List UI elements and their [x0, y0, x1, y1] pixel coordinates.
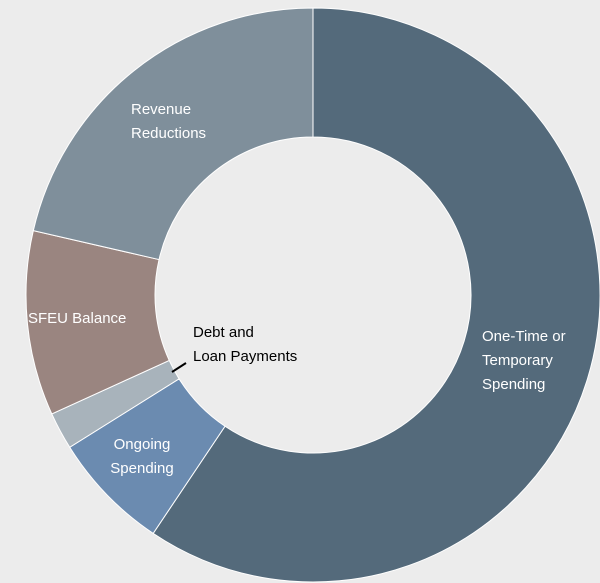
- label-line: Temporary: [482, 352, 553, 369]
- label-line: One-Time or: [482, 328, 566, 345]
- label-line: Ongoing: [114, 436, 171, 453]
- label-line: Loan Payments: [193, 348, 297, 365]
- label-line: Debt and: [193, 324, 254, 341]
- label-line: Spending: [110, 460, 173, 477]
- label-line: SFEU Balance: [28, 310, 126, 327]
- label-line: Reductions: [131, 125, 206, 142]
- segment-label: SFEU Balance: [28, 310, 126, 327]
- label-line: Revenue: [131, 101, 191, 118]
- segment-label: Ongoing Spending: [110, 436, 173, 477]
- label-line: Spending: [482, 376, 545, 393]
- donut-segment: [32, 7, 314, 261]
- leader-line: [171, 362, 187, 373]
- segment-label: One-Time or Temporary Spending: [482, 328, 566, 393]
- segment-label: Revenue Reductions: [131, 101, 206, 142]
- segment-label: Debt and Loan Payments: [193, 324, 297, 365]
- donut-segment: [152, 7, 600, 583]
